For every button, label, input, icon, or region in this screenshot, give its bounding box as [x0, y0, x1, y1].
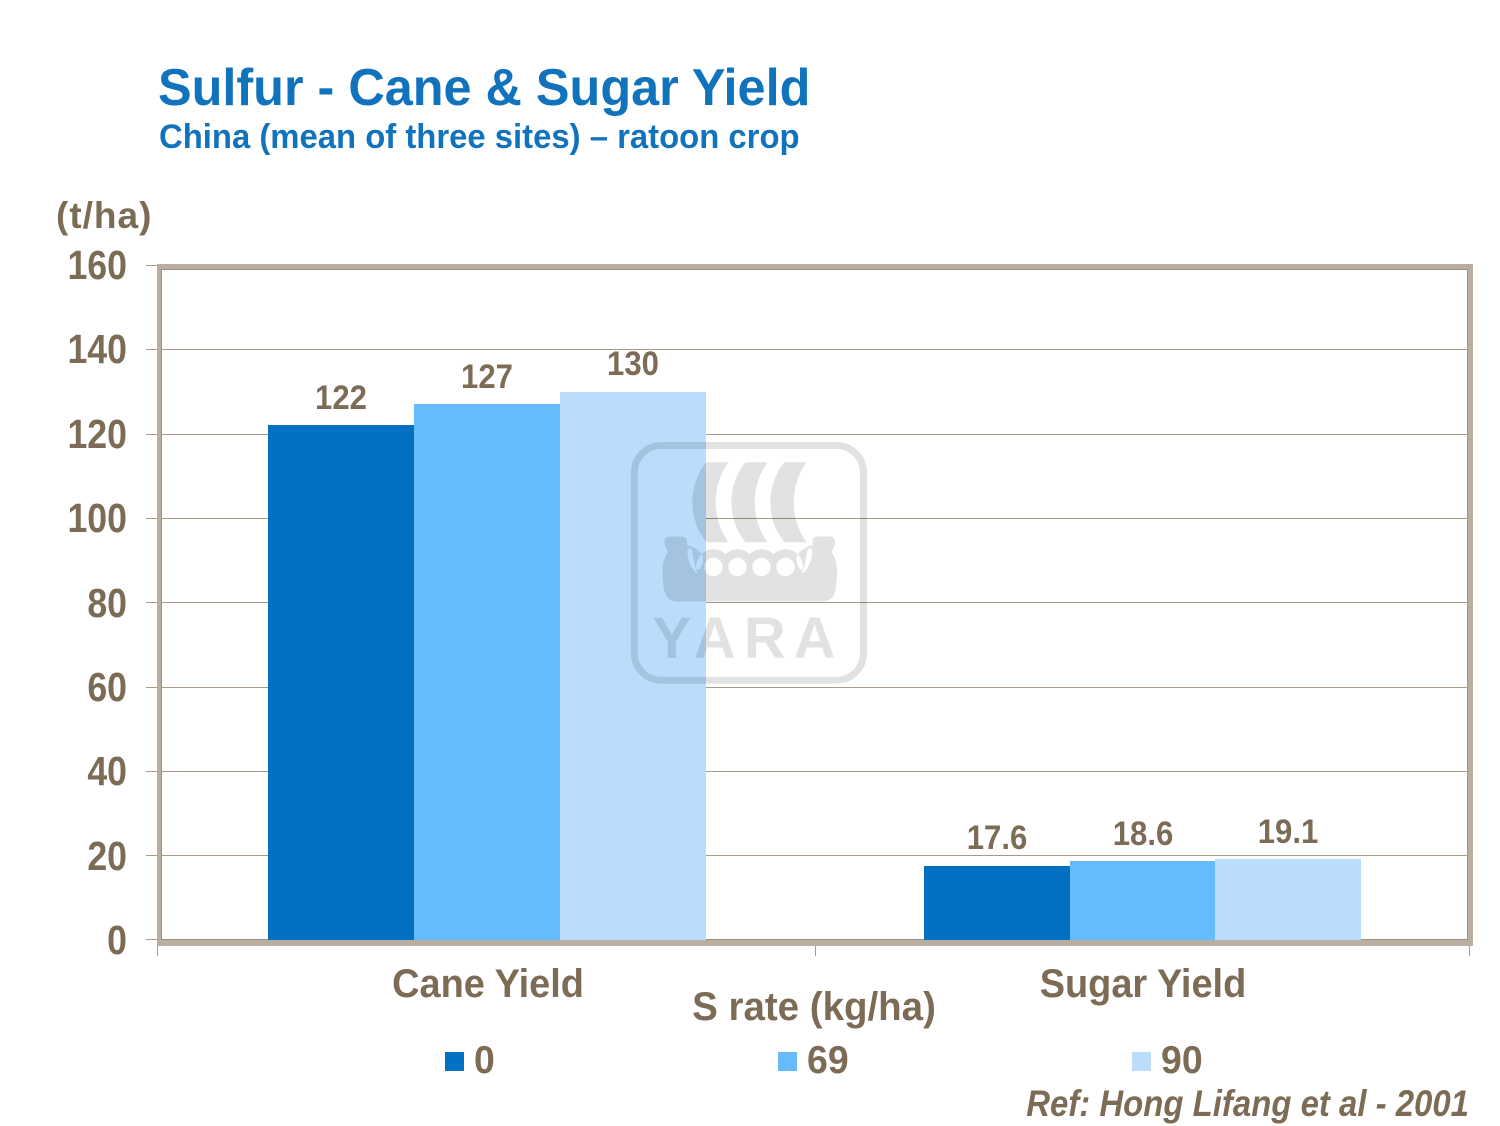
- svg-text:YARA: YARA: [652, 606, 843, 671]
